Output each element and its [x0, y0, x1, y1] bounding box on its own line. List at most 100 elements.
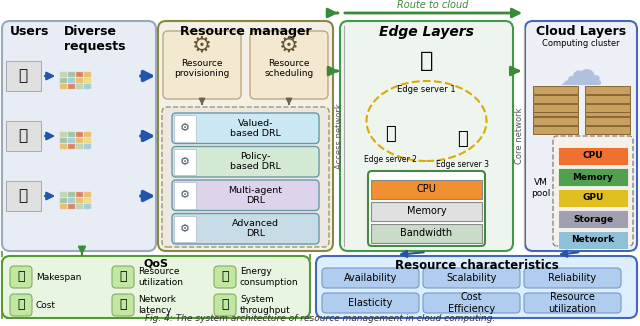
Text: 👤: 👤 [119, 271, 127, 284]
Text: Availability: Availability [344, 273, 397, 283]
Text: CPU: CPU [417, 185, 436, 195]
Bar [585, 95, 630, 103]
Bar [6, 61, 41, 91]
Text: Access network: Access network [335, 103, 344, 169]
Text: ⚙: ⚙ [180, 157, 190, 167]
FancyBboxPatch shape [112, 266, 134, 288]
Text: 📊: 📊 [221, 271, 228, 284]
Text: Advanced
DRL: Advanced DRL [232, 219, 279, 238]
Bar [68, 144, 76, 149]
Bar [76, 144, 83, 149]
Text: Memory: Memory [406, 206, 446, 216]
Text: Cost: Cost [36, 301, 56, 309]
Text: ⏳: ⏳ [119, 299, 127, 312]
FancyBboxPatch shape [158, 21, 333, 251]
Bar [60, 72, 67, 77]
Bar [174, 115, 196, 141]
FancyBboxPatch shape [214, 294, 236, 316]
FancyBboxPatch shape [10, 294, 32, 316]
Text: Computing cluster: Computing cluster [542, 39, 620, 48]
Bar [585, 104, 630, 112]
Text: Reliability: Reliability [548, 273, 596, 283]
Bar [6, 181, 41, 211]
Text: Diverse
requests: Diverse requests [64, 25, 125, 53]
Text: Resource
utilization: Resource utilization [548, 292, 596, 314]
Text: 🖥: 🖥 [19, 68, 28, 83]
Text: Valued-
based DRL: Valued- based DRL [230, 119, 281, 138]
FancyBboxPatch shape [10, 266, 32, 288]
Text: Cost
Efficiency: Cost Efficiency [448, 292, 495, 314]
Text: QoS: QoS [143, 259, 168, 269]
Bar [76, 138, 83, 143]
Text: ⚙: ⚙ [180, 224, 190, 234]
FancyBboxPatch shape [214, 266, 236, 288]
Bar [371, 202, 482, 221]
Text: Edge Layers: Edge Layers [379, 25, 474, 39]
FancyBboxPatch shape [316, 256, 637, 318]
Text: Policy-
based DRL: Policy- based DRL [230, 152, 281, 171]
Text: Resource
utilization: Resource utilization [138, 267, 183, 287]
Text: Cloud Layers: Cloud Layers [536, 25, 626, 38]
Text: GPU: GPU [582, 194, 604, 202]
Bar [68, 198, 76, 203]
Text: Bandwidth: Bandwidth [401, 229, 452, 239]
Bar [76, 84, 83, 89]
Bar [533, 126, 578, 134]
Bar [585, 126, 630, 134]
Bar [76, 192, 83, 197]
Bar [60, 204, 67, 209]
FancyBboxPatch shape [112, 294, 134, 316]
Text: 📡: 📡 [420, 51, 433, 71]
Bar [558, 189, 628, 207]
Bar [558, 168, 628, 186]
Text: Edge server 2: Edge server 2 [364, 155, 417, 164]
Text: Network: Network [572, 235, 614, 244]
FancyBboxPatch shape [162, 107, 329, 247]
Bar [558, 147, 628, 165]
Bar [84, 204, 92, 209]
Bar [533, 86, 578, 94]
Text: CPU: CPU [582, 152, 604, 160]
Bar [371, 224, 482, 243]
FancyBboxPatch shape [423, 268, 520, 288]
Bar [533, 117, 578, 125]
Text: Resource
provisioning: Resource provisioning [174, 59, 230, 78]
FancyBboxPatch shape [322, 268, 419, 288]
Bar [371, 180, 482, 199]
Bar [68, 72, 76, 77]
Text: Multi-agent
DRL: Multi-agent DRL [228, 185, 282, 205]
Bar [533, 95, 578, 103]
FancyBboxPatch shape [525, 21, 637, 251]
Text: Makespan: Makespan [36, 273, 81, 281]
Text: ☁: ☁ [559, 51, 604, 94]
Text: 🚁: 🚁 [19, 188, 28, 203]
FancyBboxPatch shape [163, 31, 241, 99]
Bar [60, 78, 67, 83]
Bar [84, 78, 92, 83]
Bar [76, 72, 83, 77]
FancyBboxPatch shape [524, 293, 621, 313]
FancyBboxPatch shape [368, 171, 485, 246]
Bar [533, 104, 578, 112]
Bar [84, 72, 92, 77]
Text: Route to cloud: Route to cloud [397, 0, 468, 10]
Text: Users: Users [10, 25, 49, 38]
Bar [84, 132, 92, 137]
Bar [60, 84, 67, 89]
Bar [558, 231, 628, 249]
Text: ⏱: ⏱ [17, 271, 25, 284]
Bar [84, 138, 92, 143]
Bar [84, 192, 92, 197]
FancyBboxPatch shape [340, 21, 513, 251]
Text: Resource
scheduling: Resource scheduling [264, 59, 314, 78]
Bar [585, 117, 630, 125]
Bar [68, 84, 76, 89]
FancyBboxPatch shape [423, 293, 520, 313]
Text: Edge server 3: Edge server 3 [436, 160, 490, 169]
Bar [60, 198, 67, 203]
Text: 📱: 📱 [19, 128, 28, 143]
Text: System
throughput: System throughput [240, 295, 291, 315]
Bar [6, 121, 41, 151]
Bar [84, 84, 92, 89]
FancyBboxPatch shape [322, 293, 419, 313]
